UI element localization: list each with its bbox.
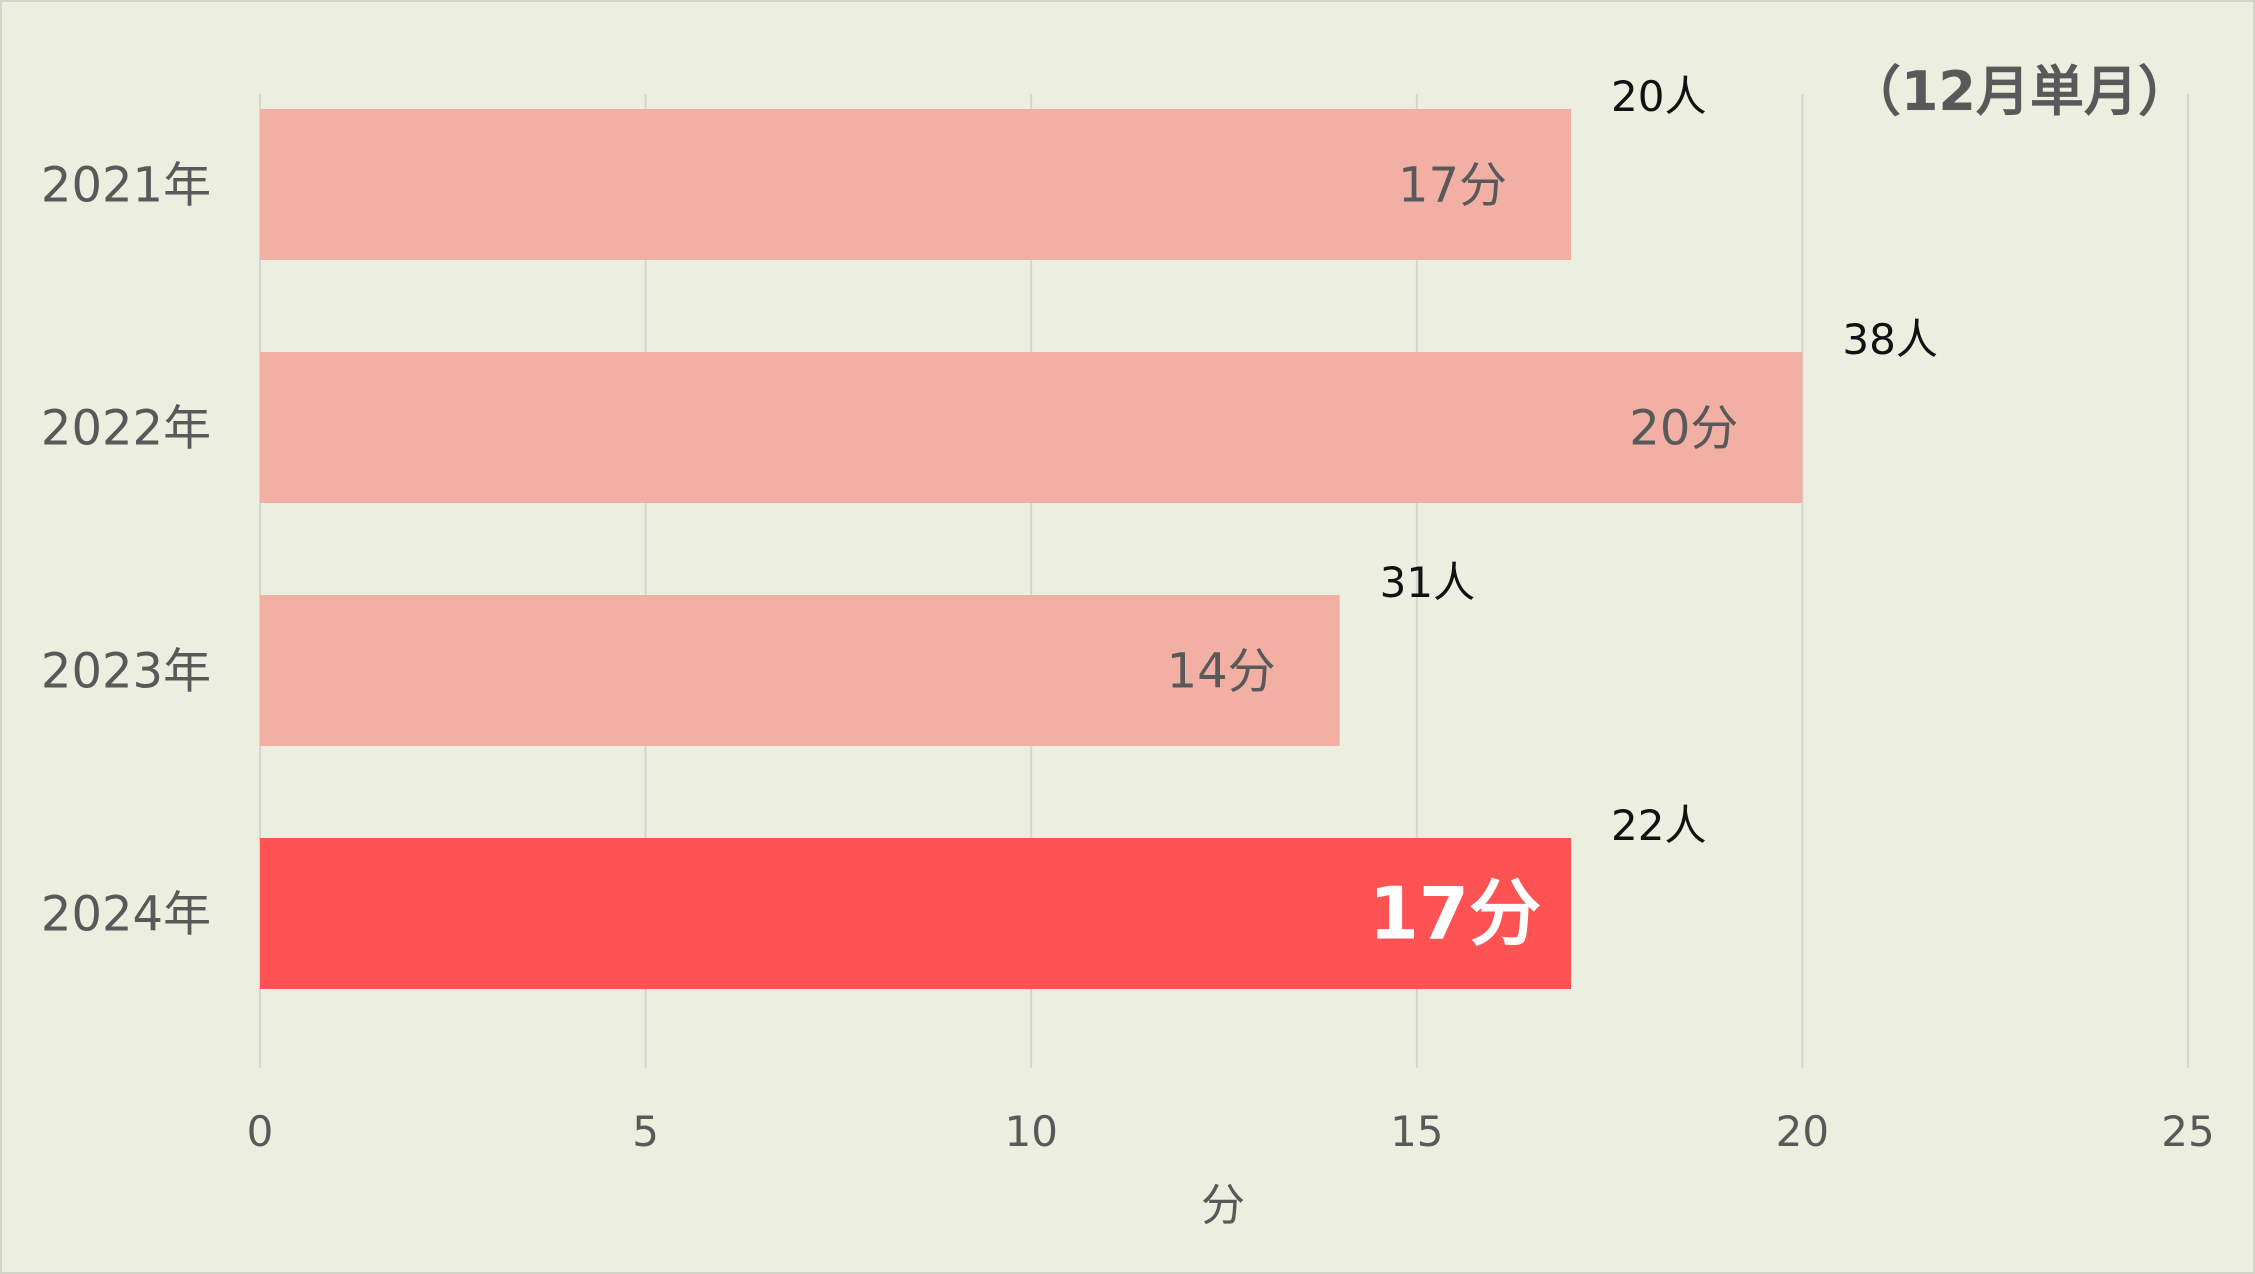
x-axis-title: 分 [1201, 1180, 1245, 1231]
category-label: 2022年 [41, 401, 211, 457]
bar [260, 595, 1340, 746]
respondent-count-label: 20人 [1611, 72, 1706, 121]
category-label: 2021年 [41, 158, 211, 214]
text-layer: 0 5 10 15 20 25 2021年 17分 20人 2022年 20分 38人 2023年 14分… [41, 72, 2215, 1156]
bar [260, 109, 1572, 260]
x-tick-label: 20 [1776, 1107, 1829, 1156]
x-tick-label: 5 [632, 1107, 659, 1156]
x-tick-label: 25 [2161, 1107, 2214, 1156]
bar [260, 352, 1803, 503]
period-note: （12月単月） [1847, 60, 2192, 123]
respondent-count-label: 38人 [1842, 315, 1937, 364]
category-label: 2024年 [41, 887, 211, 943]
bar-value-label: 17分 [1369, 872, 1541, 956]
respondent-count-label: 31人 [1380, 558, 1475, 607]
category-label: 2023年 [41, 644, 211, 700]
x-tick-label: 15 [1390, 1107, 1443, 1156]
bar-value-label: 14分 [1167, 644, 1276, 700]
bar-layer [260, 109, 1803, 989]
bar-value-label: 17分 [1398, 158, 1507, 214]
x-tick-label: 10 [1004, 1107, 1057, 1156]
respondent-count-label: 22人 [1611, 801, 1706, 850]
x-tick-label: 0 [247, 1107, 274, 1156]
bar [260, 838, 1572, 989]
bar-value-label: 20分 [1629, 401, 1738, 457]
